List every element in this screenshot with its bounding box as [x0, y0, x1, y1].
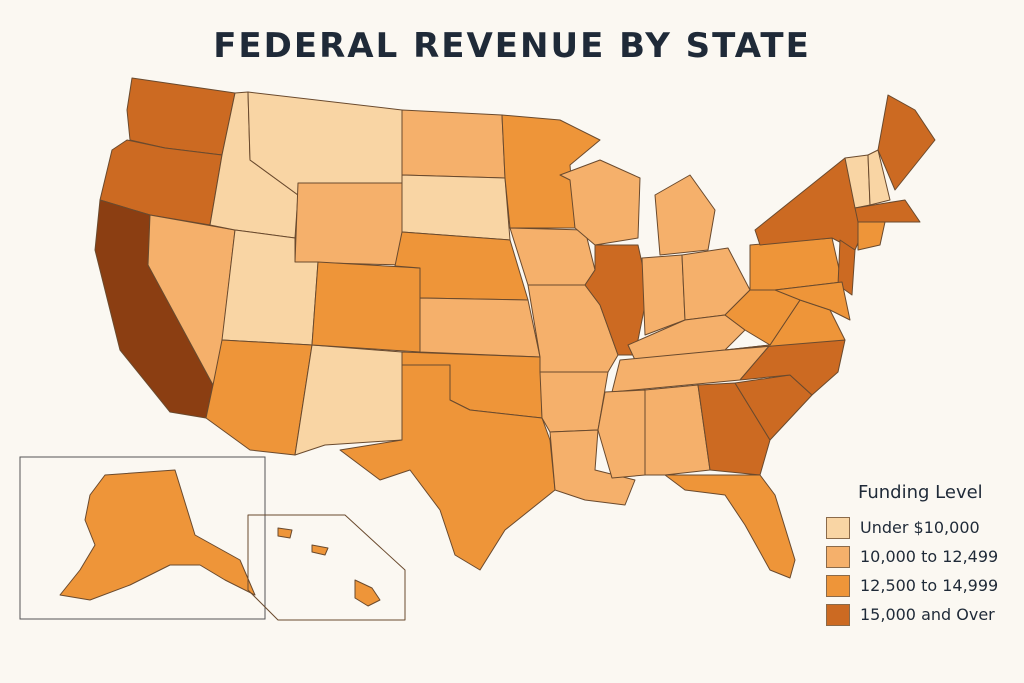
state-ms[interactable] [597, 389, 646, 479]
state-tx[interactable] [339, 364, 556, 571]
state-mi[interactable] [654, 174, 716, 256]
legend-swatch-3 [826, 603, 850, 626]
legend-label-1: 10,000 to 12,499 [860, 547, 999, 566]
state-pa[interactable] [749, 237, 843, 291]
legend-label-3: 15,000 and Over [860, 605, 995, 624]
state-hi-islands[interactable] [277, 527, 293, 539]
state-nh[interactable] [867, 149, 891, 206]
state-wy[interactable] [294, 182, 403, 266]
state-la[interactable] [549, 429, 636, 506]
state-hi-islands-2[interactable] [311, 544, 329, 556]
state-ar[interactable] [539, 371, 609, 433]
state-az[interactable] [205, 339, 313, 456]
state-ia[interactable] [509, 227, 596, 286]
state-ct[interactable] [857, 221, 886, 251]
hawaii-inset-frame [247, 514, 406, 621]
legend-swatch-0 [826, 516, 850, 539]
state-hi[interactable] [354, 579, 381, 607]
legend-item-2: 12,500 to 14,999 [826, 571, 1016, 600]
state-ga[interactable] [697, 382, 771, 476]
alaska-inset-frame [19, 456, 266, 620]
state-me[interactable] [877, 94, 936, 191]
legend-label-2: 12,500 to 14,999 [860, 576, 999, 595]
state-fl[interactable] [664, 474, 796, 579]
state-co[interactable] [311, 261, 421, 353]
legend-label-0: Under $10,000 [860, 518, 980, 537]
state-sd[interactable] [401, 174, 511, 241]
map-title: FEDERAL REVENUE BY STATE [213, 26, 811, 66]
state-ma[interactable] [854, 199, 921, 223]
state-md[interactable] [774, 281, 851, 321]
state-il[interactable] [584, 244, 649, 356]
state-al[interactable] [644, 384, 711, 476]
state-nj[interactable] [837, 239, 856, 296]
legend-swatch-1 [826, 545, 850, 568]
legend-item-3: 15,000 and Over [826, 600, 1016, 629]
state-ak[interactable] [59, 469, 256, 601]
state-nm[interactable] [294, 344, 403, 456]
legend: Funding Level Under $10,000 10,000 to 12… [826, 482, 1016, 629]
legend-item-0: Under $10,000 [826, 513, 1016, 542]
state-wi[interactable] [559, 159, 641, 246]
legend-swatch-2 [826, 574, 850, 597]
legend-item-1: 10,000 to 12,499 [826, 542, 1016, 571]
legend-title: Funding Level [858, 482, 983, 503]
state-ks[interactable] [419, 297, 541, 358]
state-nd[interactable] [401, 109, 506, 179]
